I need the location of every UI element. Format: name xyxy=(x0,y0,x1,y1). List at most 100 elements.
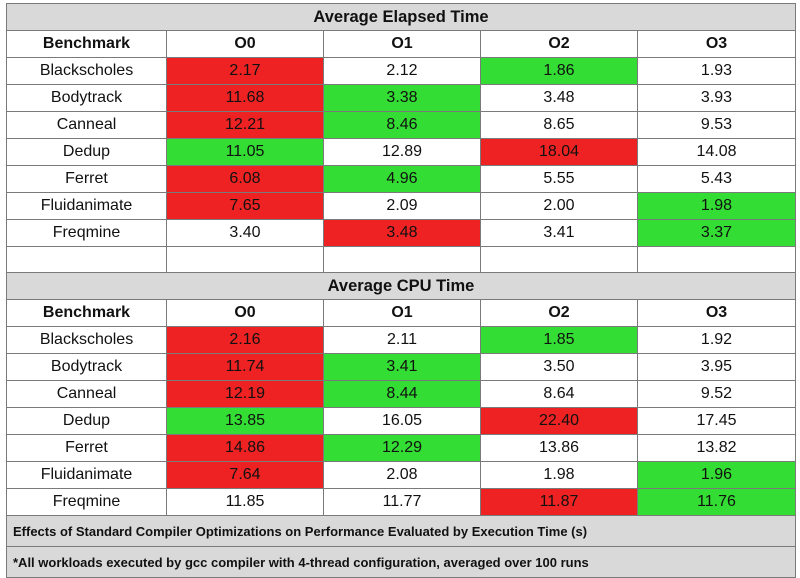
value-cell: 14.08 xyxy=(637,138,796,166)
spacer-cell xyxy=(6,246,167,273)
benchmark-name: Bodytrack xyxy=(6,84,167,112)
benchmark-name: Fluidanimate xyxy=(6,192,167,220)
value-cell: 3.41 xyxy=(323,353,481,381)
column-header-row: Benchmark O0 O1 O2 O3 xyxy=(6,30,796,58)
value-cell: 7.64 xyxy=(166,461,324,489)
table-row: Canneal 12.21 8.46 8.65 9.53 xyxy=(6,111,796,139)
value-cell: 7.65 xyxy=(166,192,324,220)
value-cell: 11.05 xyxy=(166,138,324,166)
column-header: O2 xyxy=(480,30,638,58)
value-cell: 9.52 xyxy=(637,380,796,408)
table-row: Blackscholes 2.17 2.12 1.86 1.93 xyxy=(6,57,796,85)
value-cell: 3.48 xyxy=(480,84,638,112)
value-cell: 3.93 xyxy=(637,84,796,112)
value-cell: 3.95 xyxy=(637,353,796,381)
value-cell: 1.98 xyxy=(480,461,638,489)
value-cell: 11.68 xyxy=(166,84,324,112)
value-cell: 22.40 xyxy=(480,407,638,435)
benchmark-name: Bodytrack xyxy=(6,353,167,381)
value-cell: 2.08 xyxy=(323,461,481,489)
table-row: Freqmine 3.40 3.48 3.41 3.37 xyxy=(6,219,796,247)
value-cell: 1.86 xyxy=(480,57,638,85)
value-cell: 3.48 xyxy=(323,219,481,247)
benchmark-name: Blackscholes xyxy=(6,57,167,85)
column-header: O2 xyxy=(480,299,638,327)
table-row: Dedup 11.05 12.89 18.04 14.08 xyxy=(6,138,796,166)
column-header: O3 xyxy=(637,299,796,327)
value-cell: 3.37 xyxy=(637,219,796,247)
table-row: Canneal 12.19 8.44 8.64 9.52 xyxy=(6,380,796,408)
table-caption-row: Effects of Standard Compiler Optimizatio… xyxy=(6,515,796,547)
spacer-cell xyxy=(637,246,796,273)
column-header: O1 xyxy=(323,299,481,327)
value-cell: 11.85 xyxy=(166,488,324,516)
table-title-row: Average Elapsed Time xyxy=(6,3,796,31)
value-cell: 3.50 xyxy=(480,353,638,381)
value-cell: 8.64 xyxy=(480,380,638,408)
table-footnote-row: *All workloads executed by gcc compiler … xyxy=(6,546,796,578)
column-header: O0 xyxy=(166,30,324,58)
column-header: Benchmark xyxy=(6,30,167,58)
benchmark-name: Blackscholes xyxy=(6,326,167,354)
value-cell: 11.76 xyxy=(637,488,796,516)
value-cell: 11.87 xyxy=(480,488,638,516)
spacer-cell xyxy=(166,246,324,273)
value-cell: 12.29 xyxy=(323,434,481,462)
table-footnote: *All workloads executed by gcc compiler … xyxy=(6,546,796,578)
column-header: O0 xyxy=(166,299,324,327)
table-title-row: Average CPU Time xyxy=(6,272,796,300)
spacer-cell xyxy=(323,246,481,273)
value-cell: 9.53 xyxy=(637,111,796,139)
table-row: Fluidanimate 7.64 2.08 1.98 1.96 xyxy=(6,461,796,489)
value-cell: 13.86 xyxy=(480,434,638,462)
value-cell: 2.09 xyxy=(323,192,481,220)
value-cell: 3.38 xyxy=(323,84,481,112)
value-cell: 11.74 xyxy=(166,353,324,381)
benchmark-name: Canneal xyxy=(6,111,167,139)
value-cell: 1.98 xyxy=(637,192,796,220)
results-table: Average Elapsed Time Benchmark O0 O1 O2 O3 Bla… xyxy=(6,3,796,578)
value-cell: 2.16 xyxy=(166,326,324,354)
value-cell: 2.17 xyxy=(166,57,324,85)
value-cell: 1.92 xyxy=(637,326,796,354)
value-cell: 8.44 xyxy=(323,380,481,408)
benchmark-name: Dedup xyxy=(6,407,167,435)
value-cell: 16.05 xyxy=(323,407,481,435)
column-header-row: Benchmark O0 O1 O2 O3 xyxy=(6,299,796,327)
benchmark-name: Ferret xyxy=(6,165,167,193)
value-cell: 8.65 xyxy=(480,111,638,139)
value-cell: 3.41 xyxy=(480,219,638,247)
benchmark-name: Freqmine xyxy=(6,219,167,247)
table-row: Ferret 14.86 12.29 13.86 13.82 xyxy=(6,434,796,462)
value-cell: 4.96 xyxy=(323,165,481,193)
table-title: Average CPU Time xyxy=(6,272,796,300)
benchmark-name: Fluidanimate xyxy=(6,461,167,489)
table-row: Freqmine 11.85 11.77 11.87 11.76 xyxy=(6,488,796,516)
benchmark-results-table: Average Elapsed Time Benchmark O0 O1 O2 O3 Bla… xyxy=(6,3,796,578)
value-cell: 14.86 xyxy=(166,434,324,462)
benchmark-name: Dedup xyxy=(6,138,167,166)
value-cell: 13.82 xyxy=(637,434,796,462)
table-row: Bodytrack 11.68 3.38 3.48 3.93 xyxy=(6,84,796,112)
table-row: Ferret 6.08 4.96 5.55 5.43 xyxy=(6,165,796,193)
benchmark-name: Freqmine xyxy=(6,488,167,516)
column-header: O1 xyxy=(323,30,481,58)
value-cell: 1.96 xyxy=(637,461,796,489)
value-cell: 5.55 xyxy=(480,165,638,193)
value-cell: 1.85 xyxy=(480,326,638,354)
value-cell: 6.08 xyxy=(166,165,324,193)
column-header: Benchmark xyxy=(6,299,167,327)
table-row: Bodytrack 11.74 3.41 3.50 3.95 xyxy=(6,353,796,381)
value-cell: 12.89 xyxy=(323,138,481,166)
value-cell: 12.19 xyxy=(166,380,324,408)
spacer-row xyxy=(6,246,796,273)
value-cell: 13.85 xyxy=(166,407,324,435)
value-cell: 1.93 xyxy=(637,57,796,85)
spacer-cell xyxy=(480,246,638,273)
benchmark-name: Canneal xyxy=(6,380,167,408)
table-title: Average Elapsed Time xyxy=(6,3,796,31)
value-cell: 2.11 xyxy=(323,326,481,354)
column-header: O3 xyxy=(637,30,796,58)
table-row: Dedup 13.85 16.05 22.40 17.45 xyxy=(6,407,796,435)
value-cell: 3.40 xyxy=(166,219,324,247)
